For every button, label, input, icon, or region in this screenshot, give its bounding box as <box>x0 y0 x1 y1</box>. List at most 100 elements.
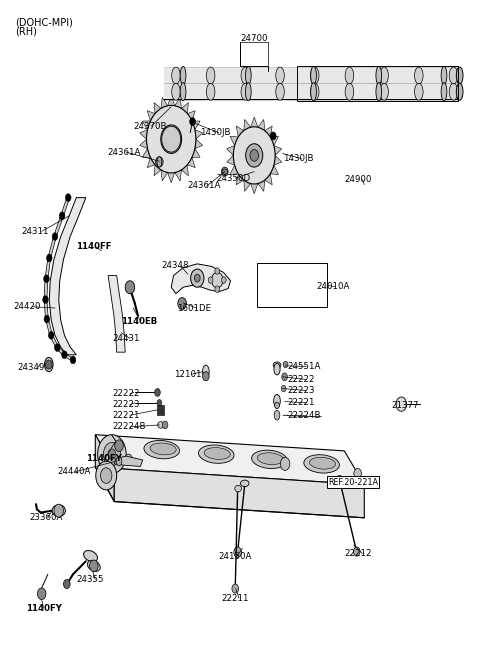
Polygon shape <box>270 136 278 145</box>
Polygon shape <box>227 155 235 165</box>
Ellipse shape <box>274 394 280 407</box>
Polygon shape <box>175 98 181 109</box>
Polygon shape <box>114 456 143 466</box>
Text: 21377: 21377 <box>392 401 420 410</box>
Ellipse shape <box>456 83 463 100</box>
Polygon shape <box>195 139 203 149</box>
Ellipse shape <box>336 476 343 482</box>
Circle shape <box>208 277 213 284</box>
Text: 24431: 24431 <box>112 334 139 343</box>
Circle shape <box>54 504 63 517</box>
Circle shape <box>178 297 186 309</box>
Circle shape <box>212 272 223 288</box>
Polygon shape <box>244 119 251 130</box>
Polygon shape <box>258 119 264 130</box>
Circle shape <box>43 295 48 303</box>
Circle shape <box>115 440 123 451</box>
Polygon shape <box>230 136 238 145</box>
Polygon shape <box>187 111 195 121</box>
Text: 22224B: 22224B <box>112 422 145 432</box>
Polygon shape <box>49 198 86 355</box>
Ellipse shape <box>203 365 209 378</box>
Text: 1430JB: 1430JB <box>200 128 230 137</box>
Ellipse shape <box>376 83 382 101</box>
Ellipse shape <box>180 83 186 101</box>
Circle shape <box>48 331 54 339</box>
Text: 1140FY: 1140FY <box>86 454 122 463</box>
Ellipse shape <box>206 83 215 100</box>
Text: 24350D: 24350D <box>216 174 251 183</box>
Circle shape <box>61 351 67 359</box>
Text: 22223: 22223 <box>112 400 139 409</box>
Polygon shape <box>251 117 258 127</box>
Circle shape <box>100 468 112 483</box>
Circle shape <box>280 457 290 470</box>
Circle shape <box>55 344 60 352</box>
Circle shape <box>108 449 116 459</box>
Circle shape <box>234 547 241 557</box>
Text: 22222: 22222 <box>112 389 139 398</box>
Polygon shape <box>147 157 155 168</box>
Text: 22212: 22212 <box>344 549 372 558</box>
Polygon shape <box>142 149 150 157</box>
Polygon shape <box>227 145 235 155</box>
Polygon shape <box>175 170 181 181</box>
Ellipse shape <box>180 66 186 84</box>
Polygon shape <box>164 67 458 84</box>
Ellipse shape <box>345 67 354 84</box>
Ellipse shape <box>276 67 284 84</box>
Circle shape <box>348 476 355 487</box>
Circle shape <box>103 442 120 466</box>
Ellipse shape <box>252 450 287 468</box>
Circle shape <box>46 360 52 369</box>
Circle shape <box>203 371 209 381</box>
Text: 24551A: 24551A <box>288 362 321 371</box>
Circle shape <box>37 588 46 599</box>
Ellipse shape <box>276 83 284 100</box>
Polygon shape <box>244 180 251 191</box>
Circle shape <box>59 212 65 219</box>
Text: 22224B: 22224B <box>288 411 321 421</box>
Circle shape <box>194 274 200 282</box>
Text: 23360A: 23360A <box>29 514 62 522</box>
Text: 22222: 22222 <box>288 375 315 384</box>
Text: 24348: 24348 <box>162 261 189 271</box>
Ellipse shape <box>380 67 388 84</box>
Ellipse shape <box>441 83 447 101</box>
Text: 24150A: 24150A <box>219 552 252 561</box>
Ellipse shape <box>235 485 241 492</box>
Text: 24420: 24420 <box>13 302 41 311</box>
Ellipse shape <box>116 457 122 466</box>
Circle shape <box>162 421 168 429</box>
Text: 12101: 12101 <box>174 370 201 379</box>
Ellipse shape <box>158 422 164 428</box>
Ellipse shape <box>206 67 215 84</box>
Text: 22221: 22221 <box>112 411 139 420</box>
Polygon shape <box>192 149 200 157</box>
Ellipse shape <box>441 66 447 84</box>
Polygon shape <box>274 145 282 155</box>
Polygon shape <box>230 165 238 174</box>
Polygon shape <box>140 130 147 139</box>
Ellipse shape <box>311 67 319 84</box>
Circle shape <box>215 286 219 292</box>
Text: REF.20-221A: REF.20-221A <box>328 477 378 487</box>
Circle shape <box>52 233 58 240</box>
Circle shape <box>250 149 259 161</box>
Ellipse shape <box>304 455 339 473</box>
Circle shape <box>125 281 135 293</box>
Text: 22223: 22223 <box>288 386 315 395</box>
Ellipse shape <box>245 66 251 84</box>
Text: 24349: 24349 <box>17 364 44 372</box>
Ellipse shape <box>345 83 354 100</box>
Circle shape <box>282 373 288 381</box>
Circle shape <box>47 254 52 262</box>
Circle shape <box>270 132 276 140</box>
Ellipse shape <box>144 440 180 458</box>
Ellipse shape <box>380 83 388 100</box>
Polygon shape <box>114 468 364 518</box>
Circle shape <box>44 315 50 323</box>
Polygon shape <box>236 174 244 185</box>
Polygon shape <box>96 435 114 502</box>
Text: 24361A: 24361A <box>107 147 141 157</box>
